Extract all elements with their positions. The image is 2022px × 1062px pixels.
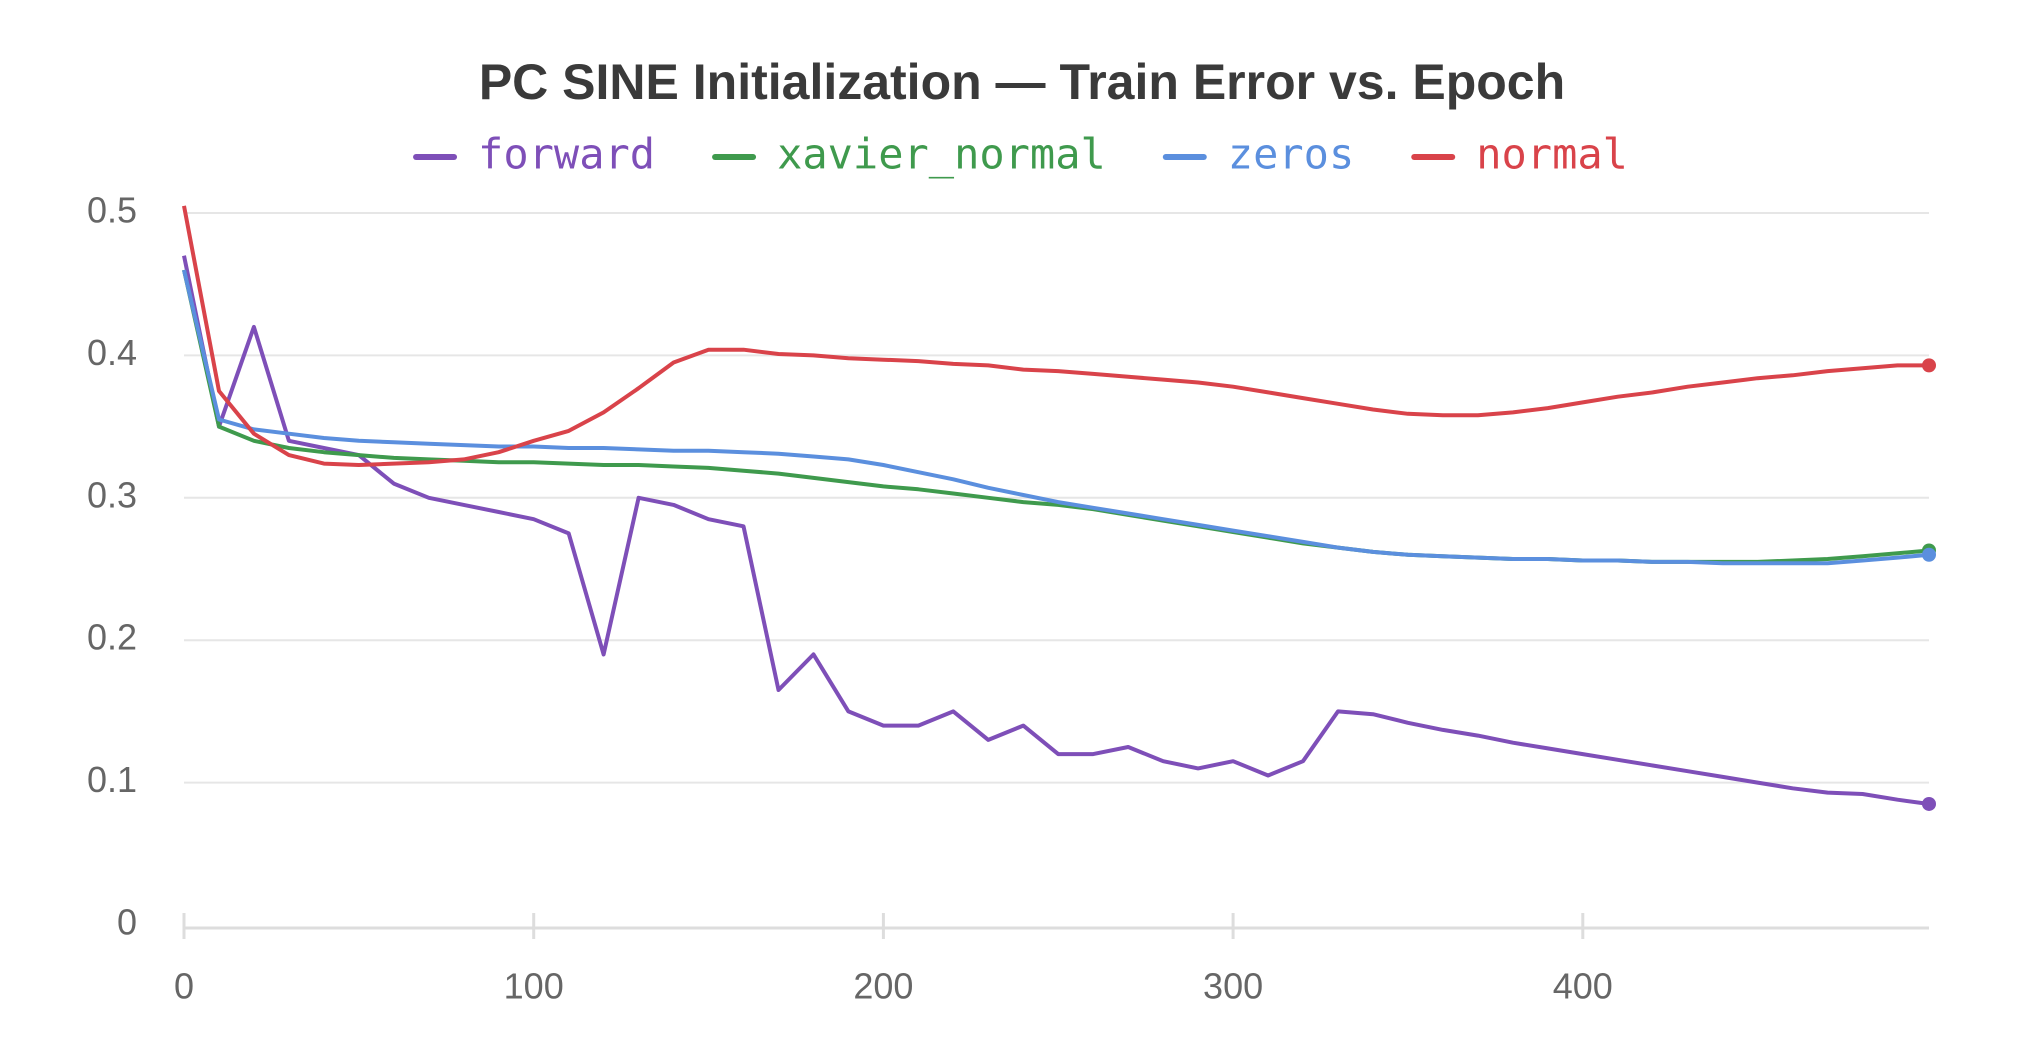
legend-label: normal	[1476, 130, 1628, 179]
y-tick-label: 0	[117, 902, 137, 943]
legend-label: zeros	[1228, 130, 1354, 179]
x-tick-label: 300	[1203, 966, 1263, 1007]
x-tick-label: 100	[504, 966, 564, 1007]
end-point	[1922, 547, 1936, 562]
series-line	[182, 269, 1930, 564]
x-tick-label: 0	[174, 966, 194, 1007]
series-line	[182, 269, 1930, 566]
y-tick-label: 0.2	[87, 617, 137, 658]
y-tick-label: 0.5	[87, 190, 137, 231]
y-tick-label: 0.4	[87, 332, 137, 373]
y-tick-label: 0.3	[87, 474, 137, 515]
series-line	[182, 205, 1929, 467]
chart-title: PC SINE Initialization — Train Error vs.…	[479, 54, 1565, 110]
y-tick-label: 0.1	[87, 759, 137, 800]
end-point	[1922, 358, 1936, 373]
legend: forward xavier_normal zeros normal	[413, 130, 1628, 179]
end-point	[1922, 796, 1936, 811]
legend-label: forward	[478, 130, 655, 179]
legend-label: xavier_normal	[777, 130, 1106, 179]
x-tick-label: 200	[853, 966, 913, 1007]
x-tick-label: 400	[1553, 966, 1613, 1007]
series-line	[182, 255, 1930, 806]
